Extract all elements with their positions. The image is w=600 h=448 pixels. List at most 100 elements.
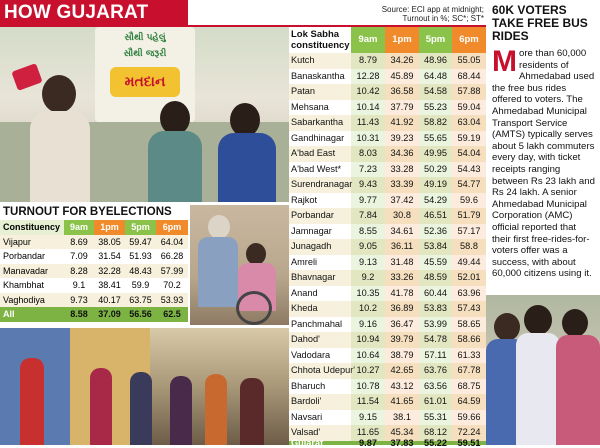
turnout-value: 10.42 bbox=[351, 84, 385, 100]
turnout-value: 8.79 bbox=[351, 53, 385, 69]
turnout-value: 9.15 bbox=[351, 409, 385, 426]
constituency-name: Sabarkantha bbox=[291, 117, 344, 128]
turnout-value: 11.43 bbox=[351, 115, 385, 131]
turnout-value: 54.58 bbox=[419, 84, 452, 100]
turnout-value: 63.76 bbox=[419, 363, 452, 379]
total-value: 62.5 bbox=[163, 309, 181, 319]
person-5-head bbox=[246, 243, 266, 265]
turnout-value: 67.78 bbox=[452, 363, 486, 379]
source-note: Source: ECI app at midnight; Turnout in … bbox=[382, 5, 484, 23]
turnout-value: 64.04 bbox=[160, 236, 184, 247]
lok-sabha-table: Lok Sabha constituency 9am 1pm 5pm 6pm K… bbox=[289, 27, 486, 448]
constituency-name: Vijapur bbox=[3, 236, 31, 247]
constituency-name: Vadodara bbox=[291, 349, 331, 360]
turnout-value: 57.17 bbox=[452, 223, 486, 240]
lok-sabha-row: Junagadh 9.05 36.11 53.84 58.8 bbox=[289, 239, 486, 255]
constituency-name: Mehsana bbox=[291, 101, 329, 112]
turnout-value: 53.93 bbox=[160, 294, 184, 305]
turnout-value: 57.99 bbox=[160, 265, 184, 276]
byelection-header-row: Constituency 9am 1pm 5pm 6pm bbox=[0, 220, 188, 235]
person-queue-6 bbox=[240, 378, 264, 445]
turnout-value: 9.13 bbox=[351, 254, 385, 271]
turnout-value: 9.2 bbox=[351, 270, 385, 286]
total-value: 9.87 bbox=[359, 438, 377, 448]
constituency-name: Porbandar bbox=[291, 210, 334, 221]
turnout-value: 57.43 bbox=[452, 301, 486, 317]
total-value: 37.83 bbox=[390, 438, 414, 448]
turnout-value: 9.73 bbox=[70, 294, 88, 305]
lok-sabha-row: Bardoli' 11.54 41.65 61.01 64.59 bbox=[289, 394, 486, 410]
source-line-2: Turnout in %; SC*; ST* bbox=[402, 14, 484, 23]
photo-family-voters bbox=[486, 295, 600, 445]
turnout-value: 9.16 bbox=[351, 316, 385, 333]
person-queue-4 bbox=[170, 376, 192, 445]
person-queue-2 bbox=[90, 368, 112, 445]
turnout-value: 41.92 bbox=[385, 115, 419, 131]
turnout-value: 52.36 bbox=[419, 223, 452, 240]
person-queue-5 bbox=[205, 374, 227, 445]
turnout-value: 60.44 bbox=[419, 285, 452, 302]
turnout-value: 8.28 bbox=[70, 265, 88, 276]
turnout-value: 59.47 bbox=[129, 236, 152, 247]
constituency-name: Anand bbox=[291, 287, 318, 298]
person-queue-3 bbox=[130, 372, 152, 445]
constituency-name: Amreli bbox=[291, 256, 318, 267]
turnout-value: 48.43 bbox=[129, 265, 152, 276]
turnout-value: 34.61 bbox=[385, 223, 419, 240]
lok-sabha-row: Rajkot 9.77 37.42 54.29 59.6 bbox=[289, 192, 486, 209]
constituency-name: Dahod' bbox=[291, 334, 320, 345]
turnout-value: 33.28 bbox=[385, 161, 419, 178]
person-4-body bbox=[198, 237, 238, 307]
turnout-value: 48.96 bbox=[419, 53, 452, 69]
turnout-value: 57.88 bbox=[452, 84, 486, 100]
byelection-row: Vaghodiya 9.73 40.17 63.75 53.93 bbox=[0, 292, 188, 307]
sign-line-3: મતદાન bbox=[110, 67, 180, 97]
turnout-value: 53.99 bbox=[419, 316, 452, 333]
article-text: ore than 60,000 residents of Ahmedabad u… bbox=[492, 48, 595, 280]
ls-col-6pm: 6pm bbox=[452, 27, 486, 53]
lok-sabha-row: Sabarkantha 11.43 41.92 58.82 63.04 bbox=[289, 115, 486, 131]
turnout-value: 57.11 bbox=[419, 347, 452, 364]
col-lok-sabha-constituency: Lok Sabha constituency bbox=[291, 29, 350, 51]
turnout-value: 39.79 bbox=[385, 332, 419, 348]
turnout-value: 36.11 bbox=[385, 239, 419, 255]
byelection-row: Vijapur 8.69 38.05 59.47 64.04 bbox=[0, 234, 188, 249]
turnout-value: 61.33 bbox=[452, 347, 486, 364]
turnout-value: 63.75 bbox=[129, 294, 152, 305]
lok-sabha-row: Amreli 9.13 31.48 45.59 49.44 bbox=[289, 254, 486, 271]
person-4-head bbox=[208, 215, 230, 239]
page-title: HOW GUJARAT VOTED bbox=[0, 0, 188, 48]
lok-sabha-row: Surendranagar 9.43 33.39 49.19 54.77 bbox=[289, 177, 486, 193]
col-1pm: 1pm bbox=[94, 220, 125, 235]
turnout-value: 10.27 bbox=[351, 363, 385, 379]
turnout-value: 54.29 bbox=[419, 192, 452, 209]
turnout-value: 68.75 bbox=[452, 378, 486, 395]
turnout-value: 72.24 bbox=[452, 425, 486, 441]
turnout-value: 8.03 bbox=[351, 146, 385, 162]
total-label: All bbox=[3, 309, 15, 319]
turnout-value: 49.44 bbox=[452, 254, 486, 271]
constituency-name: Junagadh bbox=[291, 241, 332, 252]
lok-sabha-row: Vadodara 10.64 38.79 57.11 61.33 bbox=[289, 347, 486, 364]
turnout-value: 37.79 bbox=[385, 99, 419, 116]
constituency-name: Patan bbox=[291, 86, 316, 97]
turnout-value: 63.96 bbox=[452, 285, 486, 302]
turnout-value: 8.69 bbox=[70, 236, 88, 247]
turnout-value: 58.65 bbox=[452, 316, 486, 333]
turnout-value: 61.01 bbox=[419, 394, 452, 410]
turnout-value: 32.28 bbox=[98, 265, 121, 276]
turnout-value: 59.66 bbox=[452, 409, 486, 426]
turnout-value: 10.64 bbox=[351, 347, 385, 364]
turnout-value: 10.78 bbox=[351, 378, 385, 395]
header-rule bbox=[0, 25, 486, 27]
turnout-value: 55.31 bbox=[419, 409, 452, 426]
lok-sabha-row: Gandhinagar 10.31 39.23 55.65 59.19 bbox=[289, 130, 486, 147]
turnout-value: 11.54 bbox=[351, 394, 385, 410]
person-2-body bbox=[148, 131, 202, 202]
lok-sabha-row: Porbandar 7.84 30.8 46.51 51.79 bbox=[289, 208, 486, 224]
total-value: 56.56 bbox=[129, 309, 152, 319]
turnout-value: 9.77 bbox=[351, 192, 385, 209]
lok-sabha-row: Patan 10.42 36.58 54.58 57.88 bbox=[289, 84, 486, 100]
turnout-value: 49.19 bbox=[419, 177, 452, 193]
